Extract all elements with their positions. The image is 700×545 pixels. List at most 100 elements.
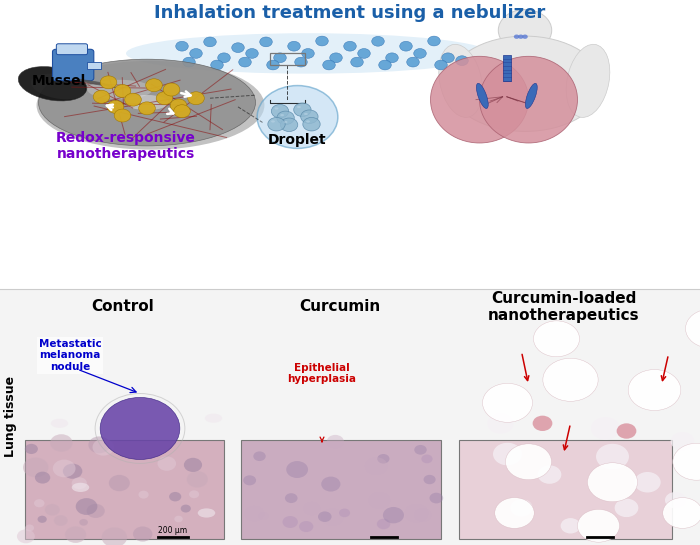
Circle shape — [414, 49, 426, 58]
Circle shape — [482, 383, 533, 422]
Circle shape — [430, 493, 443, 504]
Circle shape — [414, 508, 431, 522]
Circle shape — [114, 109, 131, 122]
Circle shape — [330, 53, 342, 63]
Ellipse shape — [480, 56, 578, 143]
Circle shape — [421, 455, 433, 463]
Ellipse shape — [36, 61, 265, 150]
Circle shape — [400, 41, 412, 51]
Circle shape — [685, 309, 700, 348]
Circle shape — [187, 471, 208, 488]
Circle shape — [139, 490, 148, 499]
Circle shape — [321, 476, 340, 492]
Text: Inhalation treatment using a nebulizer: Inhalation treatment using a nebulizer — [155, 4, 545, 22]
Bar — [25, 440, 224, 538]
Circle shape — [294, 103, 311, 117]
Circle shape — [321, 508, 344, 526]
Circle shape — [243, 475, 256, 486]
Bar — [241, 440, 441, 538]
Circle shape — [505, 444, 552, 480]
Circle shape — [442, 53, 454, 63]
Circle shape — [65, 526, 86, 543]
Circle shape — [133, 526, 153, 542]
Circle shape — [628, 370, 681, 410]
Circle shape — [663, 498, 700, 528]
Ellipse shape — [284, 121, 288, 123]
Text: Epithelial
hyperplasia: Epithelial hyperplasia — [288, 362, 356, 384]
Ellipse shape — [430, 56, 528, 143]
Ellipse shape — [566, 44, 610, 117]
Circle shape — [543, 358, 598, 401]
Text: Metastatic
melanoma
nodule: Metastatic melanoma nodule — [38, 339, 102, 372]
Circle shape — [174, 516, 183, 522]
Ellipse shape — [477, 83, 488, 108]
Bar — [0, 289, 700, 545]
Circle shape — [518, 34, 524, 39]
Circle shape — [405, 504, 428, 522]
Circle shape — [169, 492, 181, 501]
Circle shape — [533, 416, 552, 431]
Bar — [87, 62, 101, 69]
Circle shape — [673, 443, 700, 480]
Bar — [270, 52, 304, 65]
Circle shape — [288, 41, 300, 51]
Circle shape — [372, 37, 384, 46]
Circle shape — [510, 499, 533, 517]
Circle shape — [63, 464, 83, 479]
Circle shape — [268, 117, 285, 131]
Circle shape — [25, 524, 34, 531]
Ellipse shape — [31, 74, 85, 99]
Ellipse shape — [271, 120, 275, 123]
Circle shape — [538, 465, 561, 484]
Text: Mussel: Mussel — [32, 74, 85, 88]
Circle shape — [257, 86, 338, 148]
Ellipse shape — [280, 114, 284, 116]
Circle shape — [52, 459, 76, 477]
Circle shape — [267, 60, 279, 70]
Circle shape — [327, 435, 344, 449]
Text: Redox-responsive
nanotherapeutics: Redox-responsive nanotherapeutics — [56, 131, 196, 161]
Circle shape — [156, 92, 173, 105]
Circle shape — [596, 444, 629, 469]
Circle shape — [174, 105, 190, 118]
Circle shape — [386, 53, 398, 63]
Ellipse shape — [38, 59, 256, 146]
Circle shape — [339, 508, 350, 517]
Circle shape — [260, 37, 272, 47]
Circle shape — [211, 60, 223, 70]
Circle shape — [17, 529, 35, 543]
Circle shape — [246, 49, 258, 58]
Ellipse shape — [439, 44, 482, 117]
Circle shape — [79, 519, 88, 526]
Circle shape — [522, 34, 528, 39]
Text: Droplet: Droplet — [268, 133, 327, 147]
Circle shape — [139, 102, 155, 115]
Circle shape — [377, 454, 389, 464]
Ellipse shape — [306, 120, 310, 123]
Circle shape — [35, 471, 50, 483]
Ellipse shape — [88, 80, 153, 99]
FancyBboxPatch shape — [52, 49, 94, 81]
Circle shape — [102, 528, 127, 545]
Circle shape — [125, 93, 141, 106]
Text: Curcumin-loaded
nanotherapeutics: Curcumin-loaded nanotherapeutics — [488, 290, 639, 323]
Circle shape — [407, 57, 419, 67]
Ellipse shape — [126, 33, 490, 74]
Circle shape — [514, 34, 519, 39]
Circle shape — [281, 118, 297, 131]
Circle shape — [71, 477, 87, 489]
Circle shape — [498, 9, 552, 51]
Circle shape — [92, 439, 114, 456]
Circle shape — [456, 56, 468, 65]
Ellipse shape — [448, 36, 602, 131]
Circle shape — [107, 100, 124, 113]
Circle shape — [301, 110, 318, 124]
Circle shape — [245, 506, 264, 521]
Circle shape — [183, 57, 195, 67]
Circle shape — [365, 457, 388, 475]
Ellipse shape — [205, 414, 223, 423]
Circle shape — [587, 463, 638, 502]
Circle shape — [351, 57, 363, 67]
Circle shape — [428, 36, 440, 46]
Ellipse shape — [71, 483, 90, 492]
